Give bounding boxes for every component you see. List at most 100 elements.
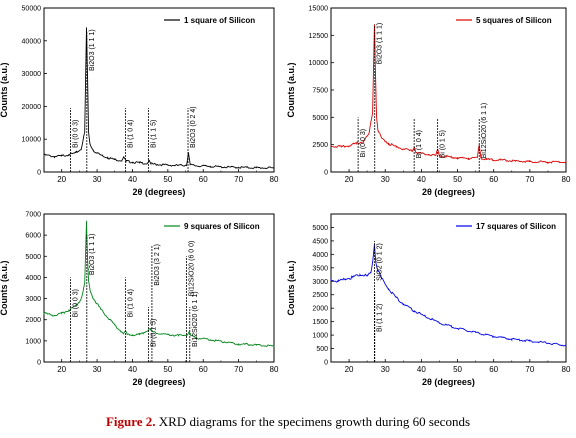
y-tick-label: 3000 bbox=[312, 279, 328, 286]
y-tick-label: 4000 bbox=[312, 252, 328, 259]
y-tick-label: 1000 bbox=[312, 333, 328, 340]
xrd-panel-2: 20 30 40 50 60 70 80 0 2500 5000 7500 10000 12500 150… bbox=[286, 6, 571, 198]
legend-label: 17 squares of Silicon bbox=[476, 222, 556, 231]
x-tick-label: 20 bbox=[57, 365, 66, 374]
figure-caption-text: XRD diagrams for the specimens growth du… bbox=[155, 414, 471, 429]
x-axis-label: 2θ (degrees) bbox=[422, 377, 475, 387]
y-tick-label: 30000 bbox=[22, 71, 42, 78]
x-tick-label: 70 bbox=[234, 365, 243, 374]
x-tick-label: 50 bbox=[163, 365, 172, 374]
x-tick-label: 80 bbox=[270, 365, 279, 374]
x-tick-label: 60 bbox=[489, 365, 498, 374]
peak-label: Bi2O3 (3 2 1) bbox=[154, 244, 161, 286]
y-tick-label: 1000 bbox=[25, 338, 41, 345]
peak-label: Bi2O3 (1 1 1) bbox=[89, 29, 96, 71]
peak-label: Bi12SiO20 (6 1 1) bbox=[481, 103, 488, 159]
legend-label: 9 squares of Silicon bbox=[184, 222, 260, 231]
y-tick-label: 2000 bbox=[312, 306, 328, 313]
peak-label: Bi (1 0 4) bbox=[127, 289, 134, 317]
y-tick-label: 6000 bbox=[25, 233, 41, 240]
y-tick-label: 4000 bbox=[25, 275, 41, 282]
x-tick-label: 40 bbox=[417, 175, 426, 184]
peak-label: Bi (0 1 5) bbox=[440, 130, 447, 158]
x-tick-label: 20 bbox=[345, 365, 354, 374]
x-tick-label: 80 bbox=[270, 175, 279, 184]
x-tick-label: 60 bbox=[489, 175, 498, 184]
y-tick-label: 4500 bbox=[312, 238, 328, 245]
y-tick-label: 10000 bbox=[22, 137, 42, 144]
figure-caption: Figure 2. XRD diagrams for the specimens… bbox=[0, 414, 576, 430]
peak-label: Bi12SiO20 (6 0 0) bbox=[189, 241, 196, 297]
y-tick-label: 7000 bbox=[25, 212, 41, 219]
x-tick-label: 40 bbox=[128, 175, 137, 184]
y-tick-label: 15000 bbox=[309, 6, 329, 13]
legend-label: 1 square of Silicon bbox=[184, 16, 255, 25]
x-tick-label: 50 bbox=[453, 175, 462, 184]
legend-label: 5 squares of Silicon bbox=[476, 16, 552, 25]
y-axis-label: Counts (a.u.) bbox=[0, 261, 9, 316]
x-tick-label: 80 bbox=[562, 175, 571, 184]
peak-label: Bi (0 0 3) bbox=[360, 129, 367, 157]
x-tick-label: 60 bbox=[199, 175, 208, 184]
y-tick-label: 10000 bbox=[309, 60, 329, 67]
series-line bbox=[330, 24, 567, 165]
x-tick-label: 70 bbox=[525, 365, 534, 374]
peak-label: Bi12SiO20 (6 1 1) bbox=[192, 291, 199, 347]
peak-label: Bi (0 0 3) bbox=[73, 120, 80, 148]
y-tick-label: 5000 bbox=[312, 115, 328, 122]
x-tick-label: 30 bbox=[93, 175, 102, 184]
xrd-panel-4: 20 30 40 50 60 70 80 0 500 1000 1500 2000 2500 3000 35… bbox=[286, 213, 571, 387]
x-axis-label: 2θ (degrees) bbox=[133, 187, 186, 197]
xrd-panel-3: 20 30 40 50 60 70 80 0 1000 2000 3000 4000 5000 6000 7… bbox=[0, 212, 279, 388]
peak-label: Bi (1 0 4) bbox=[416, 130, 423, 158]
y-axis-label: Counts (a.u.) bbox=[0, 63, 9, 118]
figure-caption-label: Figure 2. bbox=[105, 414, 156, 429]
x-tick-label: 70 bbox=[525, 175, 534, 184]
y-tick-label: 1500 bbox=[312, 319, 328, 326]
peak-label: Bi2O3 (1 1 1) bbox=[377, 23, 384, 65]
plot-frame bbox=[43, 7, 275, 173]
y-tick-label: 2000 bbox=[25, 317, 41, 324]
peak-label: Bi2O3 (1 1 1) bbox=[89, 234, 96, 276]
peak-label: Bi (1 0 4) bbox=[127, 120, 134, 148]
peak-label: SiO2 (0 1 2) bbox=[376, 243, 383, 281]
x-tick-label: 50 bbox=[163, 175, 172, 184]
y-axis-label: Counts (a.u.) bbox=[286, 63, 296, 118]
x-tick-label: 40 bbox=[128, 365, 137, 374]
y-tick-label: 20000 bbox=[22, 104, 42, 111]
x-tick-label: 20 bbox=[57, 175, 66, 184]
peak-label: Bi (0 0 3) bbox=[73, 289, 80, 317]
y-tick-label: 5000 bbox=[312, 225, 328, 232]
y-tick-label: 50000 bbox=[22, 6, 42, 13]
series-line bbox=[43, 27, 275, 170]
plot-frame bbox=[43, 213, 275, 363]
x-tick-label: 30 bbox=[381, 365, 390, 374]
x-tick-label: 50 bbox=[453, 365, 462, 374]
x-tick-label: 40 bbox=[417, 365, 426, 374]
peak-label: Bi (1 1 5) bbox=[150, 120, 157, 148]
peak-label: Bi2O3 (0 2 4) bbox=[190, 106, 197, 148]
x-tick-label: 30 bbox=[93, 365, 102, 374]
y-tick-label: 3500 bbox=[312, 265, 328, 272]
x-tick-label: 70 bbox=[234, 175, 243, 184]
y-tick-label: 3000 bbox=[25, 296, 41, 303]
y-tick-label: 0 bbox=[37, 170, 41, 177]
y-tick-label: 40000 bbox=[22, 38, 42, 45]
y-tick-label: 500 bbox=[316, 346, 328, 353]
peak-label: Bi (0 1 5) bbox=[150, 319, 157, 347]
peak-label: Bi (1 1 2) bbox=[377, 304, 384, 332]
x-tick-label: 30 bbox=[381, 175, 390, 184]
x-tick-label: 20 bbox=[345, 175, 354, 184]
x-axis-label: 2θ (degrees) bbox=[422, 187, 475, 197]
y-tick-label: 0 bbox=[324, 360, 328, 367]
y-tick-label: 5000 bbox=[25, 254, 41, 261]
plot-frame bbox=[330, 213, 567, 363]
y-axis-label: Counts (a.u.) bbox=[286, 261, 296, 316]
y-tick-label: 2500 bbox=[312, 142, 328, 149]
x-tick-label: 80 bbox=[562, 365, 571, 374]
x-tick-label: 60 bbox=[199, 365, 208, 374]
y-tick-label: 0 bbox=[324, 170, 328, 177]
y-tick-label: 0 bbox=[37, 360, 41, 367]
y-tick-label: 7500 bbox=[312, 88, 328, 95]
